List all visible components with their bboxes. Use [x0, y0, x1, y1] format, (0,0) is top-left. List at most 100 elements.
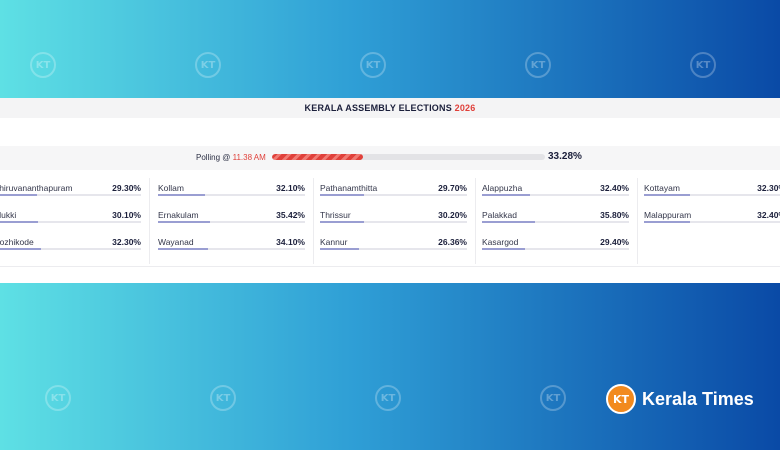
panel-divider [0, 266, 780, 267]
district-item: Idukki 30.10% [0, 205, 149, 227]
brand: KT Kerala Times [606, 384, 754, 414]
watermark-logo-icon: KT [195, 52, 221, 78]
district-progress-bar [644, 194, 780, 196]
election-panel: KERALA ASSEMBLY ELECTIONS 2026 Polling @… [0, 98, 780, 283]
district-name: Kottayam [644, 183, 680, 193]
district-percent: 35.42% [276, 210, 305, 220]
district-item: Thrissur 30.20% [320, 205, 475, 227]
district-name: Alappuzha [482, 183, 523, 193]
district-name: Pathanamthitta [320, 183, 378, 193]
watermark-logo-icon: KT [45, 385, 71, 411]
district-column: Pathanamthitta 29.70% Thrissur 30.20% Kannur… [320, 178, 476, 264]
district-percent: 32.40% [600, 183, 629, 193]
district-progress-bar [644, 221, 780, 223]
panel-title: KERALA ASSEMBLY ELECTIONS 2026 [0, 98, 780, 118]
polling-row: Polling @ 11.38 AM 33.28% [0, 146, 780, 170]
district-percent: 29.70% [438, 183, 467, 193]
district-percent: 32.10% [276, 183, 305, 193]
watermark-logo-icon: KT [210, 385, 236, 411]
district-progress-bar [0, 248, 141, 250]
district-name: Idukki [0, 210, 17, 220]
district-progress-fill [482, 221, 535, 223]
district-progress-fill [320, 221, 365, 223]
watermark-logo-icon: KT [690, 52, 716, 78]
district-item: Kozhikode 32.30% [0, 232, 149, 254]
district-progress-fill [644, 221, 690, 223]
district-item: Thiruvananthapuram 29.30% [0, 178, 149, 200]
district-column: Kottayam 32.30% Malappuram 32.40% [644, 178, 780, 264]
district-percent: 32.30% [757, 183, 780, 193]
polling-label: Polling @ 11.38 AM [196, 153, 266, 162]
district-progress-fill [0, 194, 38, 196]
district-name: Ernakulam [158, 210, 199, 220]
district-progress-bar [482, 248, 629, 250]
district-item: Pathanamthitta 29.70% [320, 178, 475, 200]
district-name: Malappuram [644, 210, 692, 220]
brand-name: Kerala Times [642, 388, 754, 409]
district-progress-fill [482, 194, 530, 196]
watermark-logo-icon: KT [540, 385, 566, 411]
district-percent: 30.20% [438, 210, 467, 220]
watermark-logo-icon: KT [375, 385, 401, 411]
polling-percent: 33.28% [548, 151, 582, 162]
district-item: Wayanad 34.10% [158, 232, 313, 254]
district-progress-fill [320, 248, 359, 250]
district-progress-bar [320, 221, 467, 223]
district-progress-fill [158, 248, 209, 250]
district-item: Kasargod 29.40% [482, 232, 637, 254]
district-name: Thrissur [320, 210, 351, 220]
district-percent: 32.40% [757, 210, 780, 220]
district-progress-fill [644, 194, 690, 196]
district-percent: 26.36% [438, 237, 467, 247]
district-percent: 29.40% [600, 237, 629, 247]
watermark-logo-icon: KT [360, 52, 386, 78]
district-progress-bar [158, 248, 305, 250]
title-year: 2026 [454, 103, 476, 113]
district-progress-bar [320, 248, 467, 250]
district-name: Palakkad [482, 210, 517, 220]
district-name: Kannur [320, 237, 348, 247]
district-item: Ernakulam 35.42% [158, 205, 313, 227]
polling-progress-bar [272, 154, 545, 160]
brand-logo-icon: KT [606, 384, 636, 414]
district-percent: 30.10% [112, 210, 141, 220]
polling-progress-fill [272, 154, 363, 160]
watermark-logo-icon: KT [525, 52, 551, 78]
district-progress-fill [158, 194, 206, 196]
district-name: Wayanad [158, 237, 194, 247]
district-progress-fill [158, 221, 211, 223]
district-grid: Thiruvananthapuram 29.30% Idukki 30.10% Kozh… [0, 178, 780, 266]
district-percent: 34.10% [276, 237, 305, 247]
district-name: Kollam [158, 183, 184, 193]
panel-subhead [0, 118, 780, 140]
district-column: Alappuzha 32.40% Palakkad 35.80% Kasargod 29.… [482, 178, 638, 264]
district-progress-bar [0, 221, 141, 223]
district-percent: 32.30% [112, 237, 141, 247]
district-column: Kollam 32.10% Ernakulam 35.42% Wayanad 34.10% [158, 178, 314, 264]
district-percent: 29.30% [112, 183, 141, 193]
district-item: Alappuzha 32.40% [482, 178, 637, 200]
district-progress-bar [482, 194, 629, 196]
district-progress-bar [482, 221, 629, 223]
district-item: Kollam 32.10% [158, 178, 313, 200]
district-progress-fill [0, 221, 39, 223]
district-item: Palakkad 35.80% [482, 205, 637, 227]
district-progress-bar [158, 221, 305, 223]
district-item: Kannur 26.36% [320, 232, 475, 254]
district-progress-bar [320, 194, 467, 196]
district-progress-bar [0, 194, 141, 196]
district-percent: 35.80% [600, 210, 629, 220]
district-progress-bar [158, 194, 305, 196]
watermark-logo-icon: KT [30, 52, 56, 78]
district-item: Kottayam 32.30% [644, 178, 780, 200]
district-progress-fill [320, 194, 364, 196]
district-progress-fill [482, 248, 526, 250]
district-progress-fill [0, 248, 42, 250]
district-item: Malappuram 32.40% [644, 205, 780, 227]
district-name: Kozhikode [0, 237, 34, 247]
district-name: Thiruvananthapuram [0, 183, 73, 193]
title-main: KERALA ASSEMBLY ELECTIONS [304, 103, 455, 113]
polling-time: 11.38 AM [232, 153, 266, 162]
district-column: Thiruvananthapuram 29.30% Idukki 30.10% Kozh… [0, 178, 150, 264]
district-name: Kasargod [482, 237, 519, 247]
